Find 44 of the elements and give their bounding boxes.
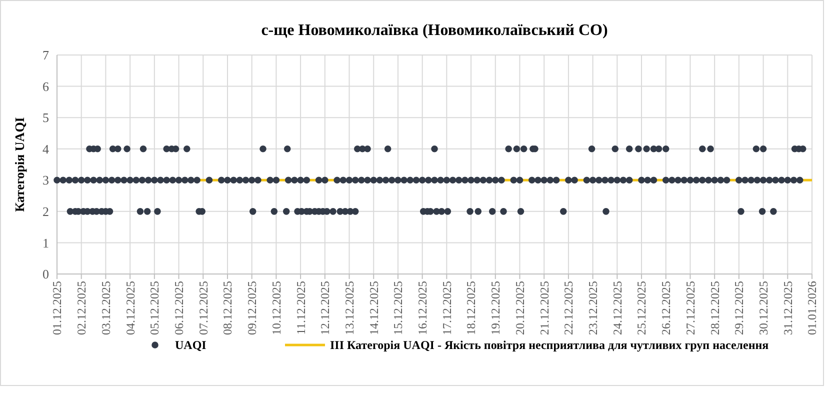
legend-label: UAQI	[175, 338, 207, 352]
x-tick-label: 08.12.2025	[220, 281, 235, 335]
x-tick-label: 19.12.2025	[488, 281, 503, 335]
y-tick-label: 0	[42, 266, 49, 282]
y-tick-label: 2	[42, 204, 49, 219]
x-tick-label: 01.12.2025	[50, 281, 64, 335]
y-tick-label: 5	[42, 110, 49, 126]
x-tick-label: 07.12.2025	[196, 281, 210, 335]
y-tick-label: 7	[42, 48, 50, 63]
x-tick-label: 17.12.2025	[440, 281, 454, 335]
x-tick-label: 24.12.2025	[610, 281, 624, 335]
x-tick-label: 23.12.2025	[586, 281, 600, 335]
chart-title: с-ще Новомиколаївка (Новомиколаївський СО)	[261, 22, 608, 39]
x-tick-label: 22.12.2025	[562, 281, 576, 335]
x-tick-label: 06.12.2025	[172, 281, 186, 335]
x-tick-label: 05.12.2025	[148, 281, 162, 335]
x-tick-label: 16.12.2025	[416, 281, 430, 335]
x-tick-label: 15.12.2025	[391, 281, 406, 335]
x-tick-label: 20.12.2025	[512, 281, 527, 335]
x-tick-label: 28.12.2025	[708, 281, 722, 335]
x-tick-label: 02.12.2025	[74, 281, 89, 335]
y-tick-label: 1	[42, 235, 49, 250]
x-tick-label: 27.12.2025	[683, 281, 698, 335]
x-tick-label: 09.12.2025	[245, 281, 260, 335]
legend-label: III Категорія UAQI - Якість повітря несприятлива для чутливих груп населення	[330, 338, 770, 352]
x-tick-label: 31.12.2025	[780, 281, 795, 335]
y-tick-label: 6	[42, 78, 50, 94]
x-tick-label: 21.12.2025	[537, 281, 552, 335]
x-tick-label: 14.12.2025	[366, 281, 381, 335]
x-tick-label: 03.12.2025	[98, 281, 113, 335]
x-tick-label: 11.12.2025	[294, 281, 308, 335]
x-tick-label: 18.12.2025	[464, 281, 478, 335]
x-tick-label: 01.01.2026	[805, 281, 820, 335]
x-tick-label: 12.12.2025	[318, 281, 332, 335]
x-tick-label: 26.12.2025	[659, 281, 674, 335]
x-tick-label: 25.12.2025	[634, 281, 649, 335]
x-tick-label: 10.12.2025	[269, 281, 284, 335]
y-axis-title: Категорія UAQI	[12, 117, 27, 212]
x-tick-label: 04.12.2025	[123, 281, 138, 335]
x-tick-label: 29.12.2025	[732, 281, 746, 335]
y-tick-label: 3	[42, 172, 49, 188]
y-tick-label: 4	[42, 141, 50, 156]
x-tick-label: 13.12.2025	[342, 281, 356, 335]
x-tick-label: 30.12.2025	[756, 281, 770, 335]
